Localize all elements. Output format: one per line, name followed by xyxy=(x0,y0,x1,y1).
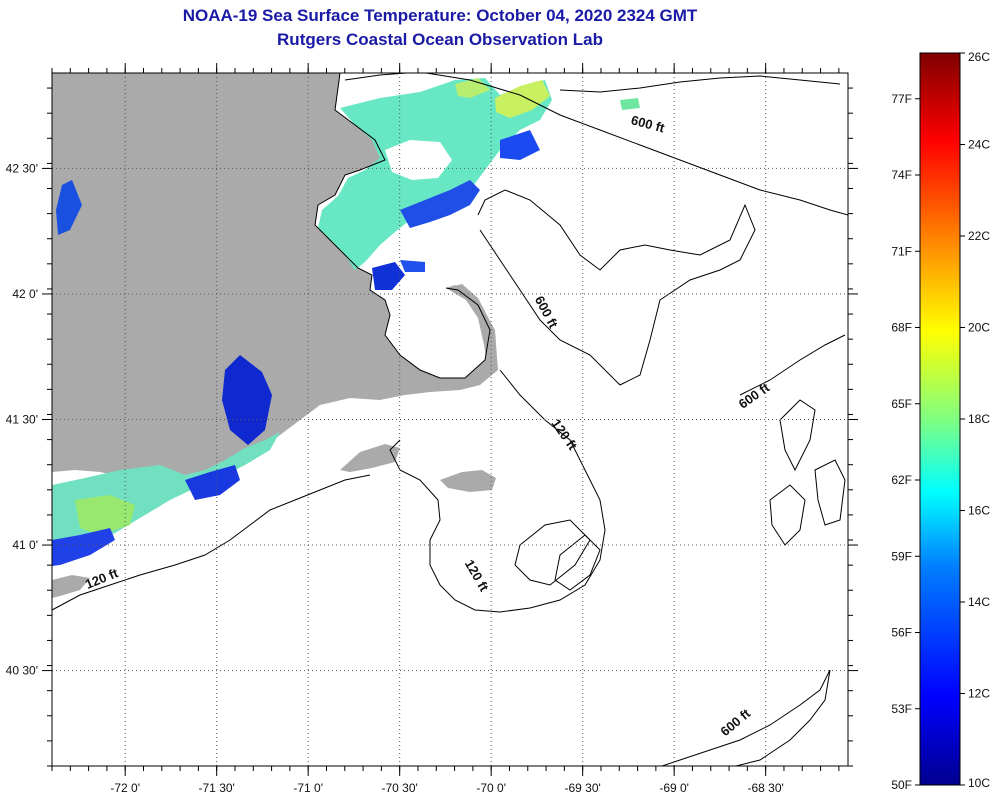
lat-tick-label-3: 41 0' xyxy=(12,538,38,552)
sst-top-right-fleck xyxy=(620,98,640,110)
colorbar-fahrenheit-label-7: 56F xyxy=(891,626,912,640)
contour-east-ridges xyxy=(779,399,816,472)
colorbar-fahrenheit-label-0: 77F xyxy=(891,92,912,106)
sst-nh-fleck xyxy=(56,180,82,235)
contour-120ft-cape xyxy=(389,369,606,613)
colorbar-fahrenheit-label-5: 62F xyxy=(891,473,912,487)
land-long-island xyxy=(52,575,90,598)
lon-tick-label-7: -68 30' xyxy=(747,781,783,795)
colorbar-fahrenheit-label-1: 74F xyxy=(891,168,912,182)
colorbar-celsius-label-4: 18C xyxy=(968,412,990,426)
lon-tick-label-0: -72 0' xyxy=(110,781,140,795)
contour-600ft-central xyxy=(477,189,756,386)
colorbar-fahrenheit-label-2: 71F xyxy=(891,244,912,258)
contour-600ft-southeast xyxy=(660,669,831,766)
colorbar-celsius-label-5: 16C xyxy=(968,504,990,518)
lat-tick-label-0: 42 30' xyxy=(6,161,38,175)
land-cape-tip xyxy=(446,284,496,372)
sst-south-coast-green xyxy=(75,495,135,535)
land-massachusetts xyxy=(52,73,498,482)
lon-tick-label-6: -69 0' xyxy=(659,781,689,795)
land-marthas-vineyard xyxy=(340,444,400,472)
sst-south-coast-blue-edge xyxy=(185,465,240,500)
contour-shoals xyxy=(514,519,591,586)
colorbar-fahrenheit-label-6: 59F xyxy=(891,549,912,563)
contour-120ft-south xyxy=(52,474,371,611)
sst-cool-patch-3 xyxy=(400,260,425,272)
contour-gulf-loop xyxy=(559,75,841,93)
sst-cool-band xyxy=(400,180,480,228)
contour-east-ridges-2 xyxy=(769,484,806,546)
contour-east-ridges-3 xyxy=(814,459,846,526)
map-subtitle: Rutgers Coastal Ocean Observation Lab xyxy=(277,30,603,49)
colorbar-fahrenheit-label-9: 50F xyxy=(891,778,912,792)
colorbar-celsius-label-3: 20C xyxy=(968,321,990,335)
colorbar xyxy=(919,52,961,786)
lat-tick-label-2: 41 30' xyxy=(6,413,38,427)
lon-tick-label-3: -70 30' xyxy=(382,781,418,795)
colorbar-celsius-label-1: 24C xyxy=(968,138,990,152)
sst-gulf-of-maine-yellow xyxy=(495,80,550,118)
contour-600ft-east xyxy=(739,334,846,396)
lon-tick-label-2: -71 0' xyxy=(293,781,323,795)
colorbar-fahrenheit-label-8: 53F xyxy=(891,702,912,716)
map-title: NOAA-19 Sea Surface Temperature: October… xyxy=(182,6,698,25)
contour-layer xyxy=(52,73,848,766)
lon-tick-label-1: -71 30' xyxy=(199,781,235,795)
contour-shoals-2 xyxy=(554,534,601,591)
coastline xyxy=(314,73,491,379)
colorbar-celsius-label-6: 14C xyxy=(968,595,990,609)
lat-tick-label-1: 42 0' xyxy=(12,287,38,301)
colorbar-celsius-label-8: 10C xyxy=(968,776,990,790)
sst-data-layer xyxy=(52,78,640,566)
sst-narragansett-blue xyxy=(222,355,272,445)
colorbar-fahrenheit-label-3: 68F xyxy=(891,321,912,335)
lat-tick-label-4: 40 30' xyxy=(6,664,38,678)
lon-tick-label-4: -70 0' xyxy=(476,781,506,795)
colorbar-celsius-label-2: 22C xyxy=(968,229,990,243)
sst-cloud-gap xyxy=(385,140,452,180)
land-nantucket xyxy=(440,470,496,492)
land-layer xyxy=(52,73,498,598)
colorbar-celsius-label-0: 26C xyxy=(968,50,990,64)
sst-cool-patch-2 xyxy=(500,130,540,160)
tick-layer: -72 0' -71 30' -71 0' -70 30' -70 0' -69 30' -… xyxy=(6,63,858,795)
colorbar-celsius-label-7: 12C xyxy=(968,687,990,701)
lon-tick-label-5: -69 30' xyxy=(565,781,601,795)
colorbar-fahrenheit-label-4: 65F xyxy=(891,397,912,411)
sst-south-coast-blue-edge-2 xyxy=(52,528,115,566)
grid-layer xyxy=(52,73,848,766)
sst-cool-patch-1 xyxy=(372,262,405,290)
colorbar-labels: 26C 24C 22C 20C 18C 16C 14C 12C 10C 77F 74F 71F 68F 6… xyxy=(891,50,990,792)
